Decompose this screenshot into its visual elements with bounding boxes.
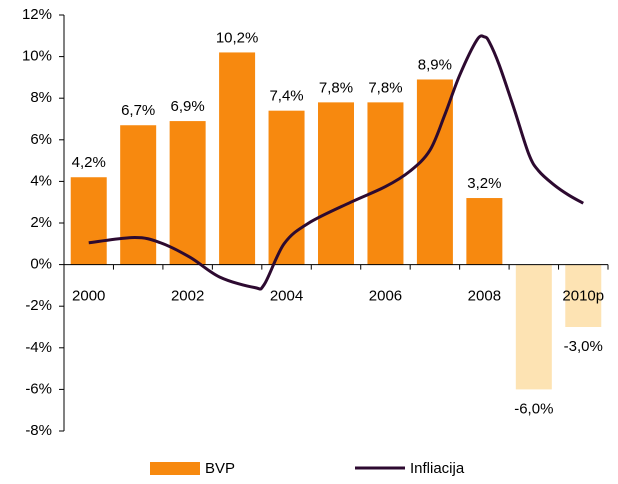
x-tick-label: 2008 — [468, 288, 501, 305]
bar — [120, 125, 157, 265]
y-tick-label: 0% — [30, 256, 52, 273]
data-label: 7,8% — [368, 79, 402, 96]
data-label: 4,2% — [72, 154, 106, 171]
data-label: -6,0% — [514, 400, 553, 417]
x-tick-label: 2000 — [72, 288, 105, 305]
bar — [219, 52, 256, 265]
x-tick-label: 2004 — [270, 288, 303, 305]
data-label: 10,2% — [216, 29, 259, 46]
y-tick-label: 10% — [22, 48, 52, 65]
bar — [367, 102, 404, 265]
legend-label: Infliacija — [410, 460, 465, 477]
data-label: 7,4% — [269, 88, 303, 105]
bar — [466, 198, 503, 265]
y-tick-label: 2% — [30, 214, 52, 231]
y-tick-label: -4% — [25, 339, 52, 356]
legend-label: BVP — [205, 460, 235, 477]
data-label: 6,9% — [171, 98, 205, 115]
y-tick-label: 12% — [22, 6, 52, 23]
bar — [515, 264, 552, 390]
x-tick-label: 2002 — [171, 288, 204, 305]
y-tick-label: -8% — [25, 422, 52, 439]
legend-swatch — [150, 462, 200, 475]
bar — [169, 121, 206, 265]
bar — [70, 177, 107, 265]
x-tick-label: 2006 — [369, 288, 402, 305]
data-label: 7,8% — [319, 79, 353, 96]
bar — [318, 102, 354, 265]
data-label: -3,0% — [564, 338, 603, 355]
y-tick-label: 4% — [30, 172, 52, 189]
y-tick-label: -6% — [25, 380, 52, 397]
data-label: 3,2% — [467, 175, 501, 192]
y-tick-label: 6% — [30, 131, 52, 148]
x-tick-label: 2010p — [562, 288, 604, 305]
bar — [565, 264, 602, 327]
data-label: 8,9% — [418, 56, 452, 73]
y-tick-label: 8% — [30, 89, 52, 106]
line — [88, 34, 585, 291]
data-label: 6,7% — [121, 102, 155, 119]
y-tick-label: -2% — [25, 297, 52, 314]
